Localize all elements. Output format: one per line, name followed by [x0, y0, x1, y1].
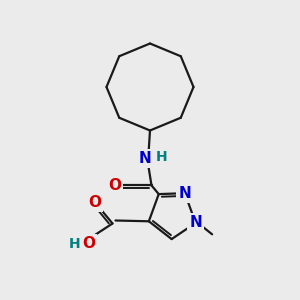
Text: N: N: [178, 186, 191, 201]
Text: O: O: [108, 178, 121, 193]
Text: N: N: [189, 215, 202, 230]
Text: H: H: [156, 150, 168, 164]
Text: N: N: [139, 151, 152, 166]
Text: H: H: [69, 237, 80, 250]
Text: O: O: [88, 195, 101, 210]
Text: O: O: [82, 236, 95, 251]
